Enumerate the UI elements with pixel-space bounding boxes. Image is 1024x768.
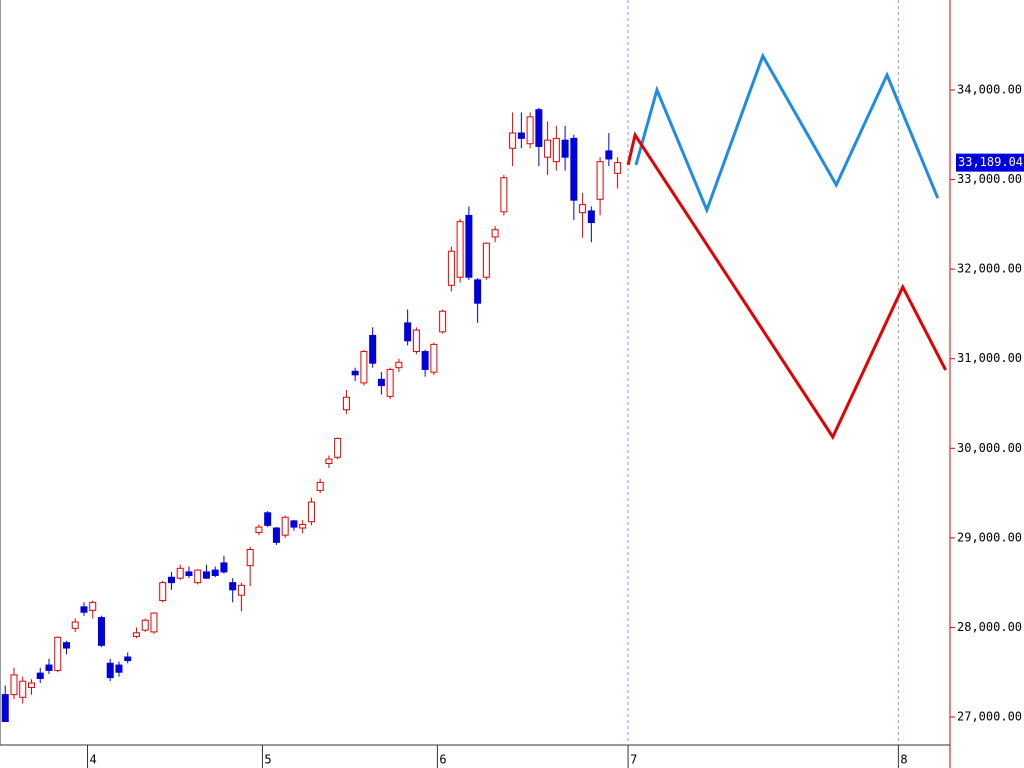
candle-body (1, 694, 9, 722)
candle-body (421, 351, 429, 370)
candle-body (342, 396, 350, 411)
candle-body (141, 619, 149, 631)
candle-body (474, 279, 482, 304)
candle-body (447, 250, 455, 286)
candle-body (614, 162, 622, 174)
candle-body (211, 569, 219, 576)
candle-body (124, 656, 132, 662)
candle-body (535, 109, 543, 147)
y-tick-label: 30,000.00 (957, 441, 1022, 455)
candle-body (19, 680, 27, 698)
candle-body (369, 334, 377, 364)
candle-body (299, 523, 307, 529)
candle-body (377, 378, 385, 387)
candle-body (482, 242, 490, 278)
price-label-box (956, 153, 1024, 172)
candle-body (159, 582, 167, 602)
candle-body (194, 569, 202, 584)
candle-body (325, 458, 333, 465)
candle-body (45, 664, 53, 671)
candle-body (272, 527, 280, 543)
candle-body (456, 221, 464, 278)
candle-body (386, 368, 394, 397)
candle-body (115, 664, 123, 673)
candle-body (264, 512, 272, 526)
y-tick-label: 31,000.00 (957, 351, 1022, 365)
candle-body (395, 361, 403, 369)
candle-body (500, 177, 508, 213)
candle-body (229, 582, 237, 591)
candle-body (246, 549, 254, 567)
candle-body (281, 516, 289, 536)
candle-body (255, 526, 263, 533)
candle-body (552, 137, 560, 163)
candle-body (561, 139, 569, 158)
candle-body (439, 310, 447, 333)
projection-line (634, 52, 940, 215)
candle-body (351, 370, 359, 376)
candle-body (509, 132, 517, 149)
x-tick-label: 8 (900, 753, 907, 767)
x-tick-label: 6 (439, 753, 446, 767)
candle-body (579, 204, 587, 214)
candle-body (517, 132, 525, 139)
y-tick-label: 28,000.00 (957, 620, 1022, 634)
candle-body (465, 214, 473, 278)
candle-body (316, 481, 324, 491)
candle-body (150, 612, 158, 633)
candle-body (97, 617, 105, 646)
candle-body (62, 642, 70, 649)
y-tick-label: 34,000.00 (957, 83, 1022, 97)
candle-body (430, 343, 438, 373)
projection-line (626, 131, 947, 441)
candle-body (71, 621, 79, 629)
candle-body (220, 562, 228, 573)
candle-body (412, 329, 420, 353)
candle-body (307, 501, 315, 523)
x-tick-label: 4 (89, 753, 96, 767)
x-tick-label: 7 (630, 753, 637, 767)
candle-body (237, 584, 245, 596)
y-tick-label: 33,000.00 (957, 172, 1022, 186)
candle-body (185, 571, 193, 576)
candle-body (587, 210, 595, 224)
candle-body (334, 437, 342, 458)
candle-body (544, 139, 552, 158)
candle-body (36, 672, 44, 679)
candle-body (290, 520, 298, 528)
candle-body (89, 601, 97, 611)
x-tick-label: 5 (264, 753, 271, 767)
price-label: 33,189.04 (958, 155, 1023, 169)
y-tick-label: 27,000.00 (957, 710, 1022, 724)
y-tick-label: 29,000.00 (957, 530, 1022, 544)
candle-body (404, 322, 412, 342)
candle-body (167, 576, 175, 584)
candle-body (132, 632, 140, 637)
candle-body (27, 682, 35, 688)
candle-body (202, 571, 210, 579)
candle-body (176, 567, 184, 579)
candle-body (526, 116, 534, 145)
y-tick-label: 32,000.00 (957, 262, 1022, 276)
candle-body (570, 137, 578, 201)
candle-body (491, 229, 499, 238)
candle-body (605, 150, 613, 160)
candle-body (360, 351, 368, 384)
candle-body (54, 636, 62, 671)
candle-body (10, 674, 18, 696)
candle-body (80, 606, 88, 613)
candle-body (106, 662, 114, 679)
candle-body (596, 161, 604, 200)
